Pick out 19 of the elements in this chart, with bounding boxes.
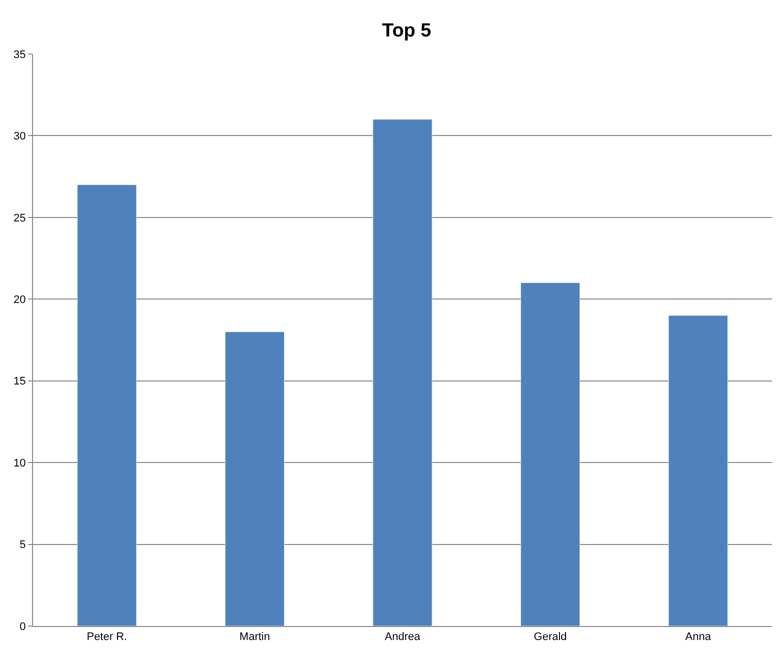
bar (668, 315, 728, 626)
bar (224, 332, 285, 626)
y-tick-label: 0 (20, 620, 26, 633)
x-tick-label: Martin (239, 631, 270, 644)
y-tick-label: 30 (14, 130, 26, 143)
y-tick-label: 10 (14, 457, 26, 470)
y-tick-label: 20 (14, 294, 26, 306)
y-tick-label: 15 (14, 376, 26, 388)
y-tick-label: 25 (14, 212, 26, 224)
bar (520, 282, 580, 626)
x-tick-label: Andrea (384, 631, 422, 644)
chart-title: Top 5 (382, 20, 432, 42)
x-tick-label: Peter R. (86, 631, 128, 644)
bar (77, 184, 137, 626)
y-tick-label: 5 (20, 539, 26, 552)
x-tick-label: Anna (685, 631, 712, 644)
bar (372, 119, 432, 626)
x-tick-label: Gerald (534, 631, 567, 644)
y-tick-label: 35 (14, 48, 26, 61)
